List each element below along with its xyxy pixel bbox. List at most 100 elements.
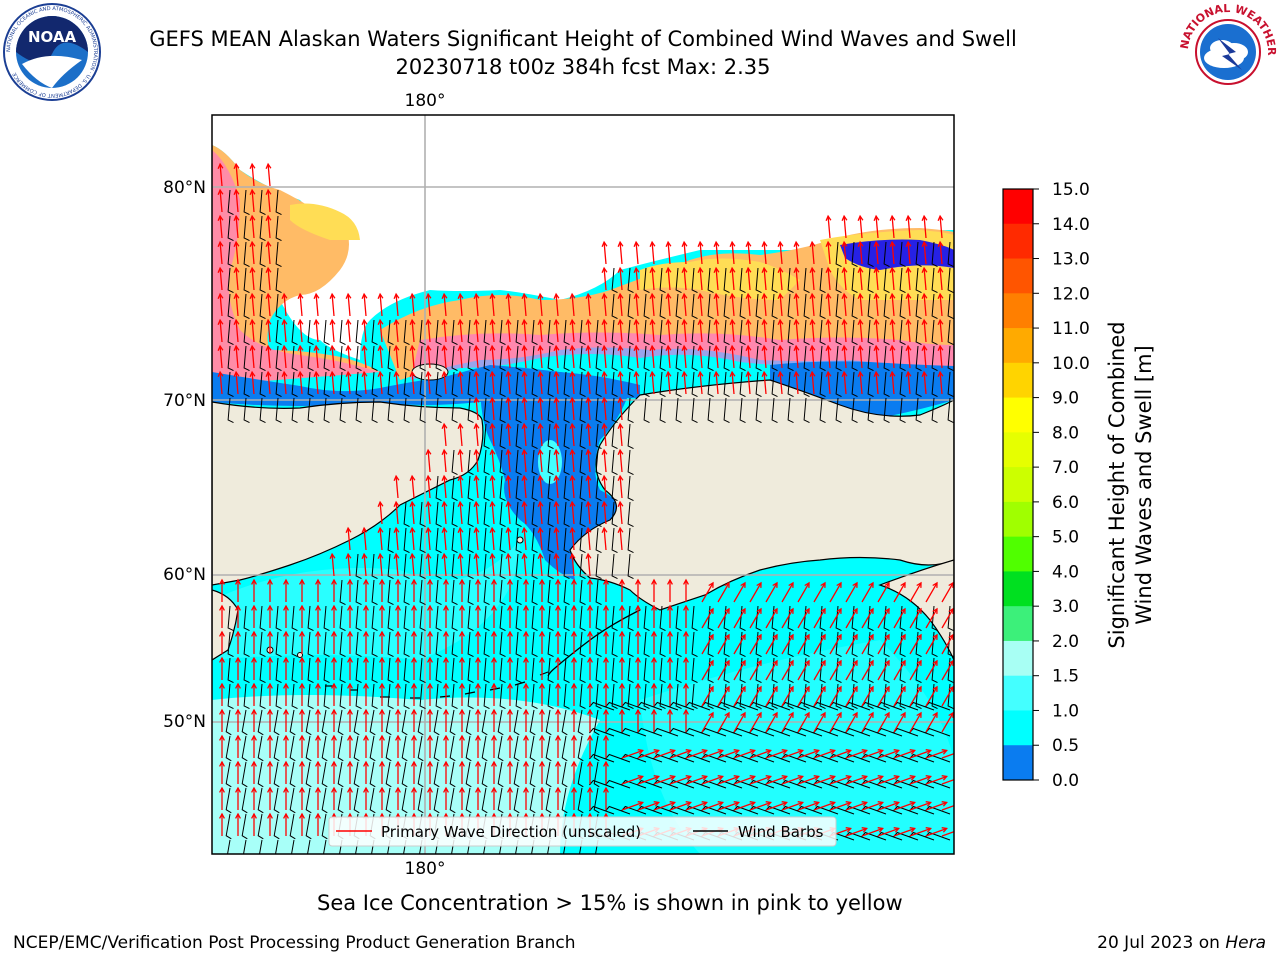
wave-direction-arrow: [411, 320, 415, 343]
wind-barb: [355, 319, 362, 346]
wind-barb: [499, 657, 506, 684]
wave-arrow-head: [329, 344, 336, 351]
wave-arrow-head: [601, 448, 608, 455]
wind-barb: [803, 267, 810, 294]
wave-arrow-head: [861, 801, 868, 807]
wind-barb: [243, 215, 250, 242]
wind-barb: [915, 241, 922, 268]
wave-arrow-head: [377, 292, 384, 299]
wave-direction-arrow: [219, 294, 223, 317]
wave-arrow-head: [603, 604, 609, 611]
legend-wave-label: Primary Wave Direction (unscaled): [381, 823, 641, 841]
wave-arrow-head: [852, 607, 858, 614]
wave-direction-arrow: [315, 294, 319, 317]
wave-arrow-head: [283, 786, 289, 793]
wind-barb: [291, 683, 298, 710]
chart-title: GEFS MEAN Alaskan Waters Significant Hei…: [149, 27, 1017, 51]
wind-barb: [595, 319, 602, 346]
wave-direction-arrow: [621, 775, 643, 785]
wave-arrow-head: [683, 656, 689, 663]
wind-barb: [867, 683, 874, 710]
wind-barb: [787, 371, 794, 398]
wave-direction-arrow: [427, 320, 431, 343]
colorbar-swatch: [1003, 606, 1033, 642]
wave-direction-arrow: [845, 608, 858, 629]
wave-direction-arrow: [701, 582, 714, 603]
wind-barb: [739, 397, 746, 424]
wave-direction-arrow: [765, 686, 778, 707]
wind-barb-field: [225, 189, 954, 854]
wave-direction-arrow: [893, 712, 906, 733]
wind-barb: [787, 683, 794, 710]
wind-barb: [867, 605, 874, 632]
wave-arrow-head: [617, 474, 624, 481]
wind-barb: [417, 709, 424, 736]
wind-barb: [259, 345, 266, 372]
wind-barb: [481, 709, 488, 736]
wave-arrow-head: [473, 448, 480, 455]
wave-direction-arrow: [795, 372, 799, 395]
wave-arrow-head: [587, 604, 593, 611]
wind-barb: [851, 605, 858, 632]
wind-barb: [851, 293, 858, 320]
wave-direction-arrow: [283, 294, 287, 317]
wind-barb: [401, 787, 408, 814]
wave-arrow-head: [585, 448, 592, 455]
wave-arrow-head: [521, 552, 528, 559]
wave-direction-arrow: [875, 242, 879, 265]
wave-direction-arrow: [235, 268, 239, 291]
wind-barb: [659, 657, 666, 684]
wave-direction-arrow: [861, 582, 874, 603]
wave-arrow-head: [925, 801, 932, 807]
wind-barb: [497, 761, 504, 788]
wind-barb: [771, 267, 778, 294]
wave-arrow-head: [489, 344, 496, 351]
wave-arrow-head: [523, 578, 529, 585]
wave-direction-arrow: [699, 372, 703, 395]
wave-arrow-head: [249, 344, 256, 351]
wind-barb: [529, 761, 536, 788]
wave-direction-arrow: [763, 268, 767, 291]
wind-barb: [819, 657, 826, 684]
wave-arrow-head: [265, 292, 272, 299]
wave-arrow-head: [603, 630, 609, 637]
wind-barb: [787, 397, 794, 424]
wave-direction-arrow: [701, 634, 714, 655]
wind-barb: [387, 553, 394, 580]
wave-direction-arrow: [717, 712, 730, 733]
wave-arrow-head: [267, 708, 273, 715]
wave-arrow-head: [523, 604, 529, 611]
wave-arrow-head: [649, 318, 656, 325]
wind-barb: [577, 735, 584, 762]
wave-arrow-head: [749, 749, 756, 755]
colorbar-tick-label: 7.0: [1052, 458, 1079, 478]
wave-arrow-head: [749, 801, 756, 807]
wave-direction-arrow: [685, 775, 707, 785]
wind-barb: [947, 293, 954, 320]
wave-direction-arrow: [331, 294, 335, 317]
wave-direction-arrow: [859, 372, 863, 395]
wave-arrow-head: [331, 786, 337, 793]
wave-arrow-head: [836, 633, 842, 640]
wave-direction-arrow: [443, 476, 447, 499]
wave-arrow-head: [685, 775, 692, 781]
wave-arrow-head: [219, 812, 225, 819]
wave-direction-arrow: [781, 801, 803, 811]
wave-direction-arrow: [749, 686, 762, 707]
wave-direction-arrow: [907, 346, 911, 369]
wave-arrow-head: [909, 775, 916, 781]
wind-barb: [289, 813, 296, 840]
wave-arrow-head: [505, 422, 512, 429]
wind-barb: [467, 579, 474, 606]
wave-arrow-head: [425, 448, 432, 455]
wave-arrow-head: [937, 344, 944, 351]
wave-arrow-head: [873, 370, 880, 377]
wave-arrow-head: [777, 318, 784, 325]
wave-arrow-head: [473, 292, 480, 299]
wave-arrow-head: [443, 604, 449, 611]
arctic-no-data: [212, 115, 954, 360]
wind-barb: [515, 683, 522, 710]
wind-barb: [547, 553, 554, 580]
wave-direction-arrow: [571, 528, 575, 551]
wave-arrow-head: [315, 682, 321, 689]
